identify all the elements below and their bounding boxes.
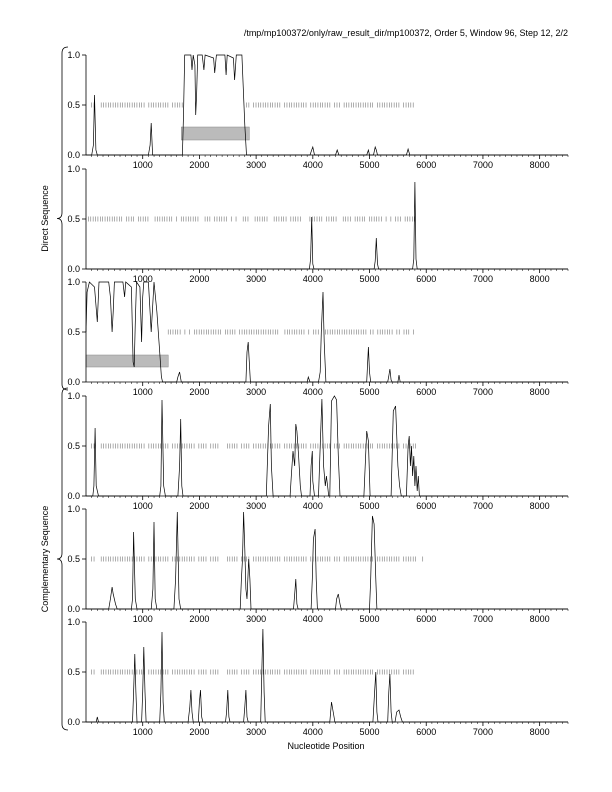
y-tick-label: 0.0 [67,717,80,727]
chart-panel-2: 0.0 0.5 1.0 1000 2000 3000 4000 5000 6000 7000 800… [67,164,569,284]
x-tick-label: 2000 [189,501,209,511]
highlight-box [85,354,169,368]
x-tick-label: 8000 [530,614,550,624]
x-axis-title: Nucleotide Position [287,741,364,751]
x-tick-label: 2000 [189,160,209,170]
x-tick-label: 4000 [303,501,323,511]
y-tick-label: 0.5 [67,327,80,337]
x-tick-label: 3000 [246,501,266,511]
chart-panel-1: 0.0 0.5 1.0 1000 2000 3000 4000 5000 6000 7000 800… [67,50,569,170]
series-line [86,511,568,610]
highlight-box [181,126,250,141]
marker-ticks [91,102,414,108]
y-tick-label: 0.0 [67,264,80,274]
x-tick-label: 5000 [360,614,380,624]
y-tick-label: 0.5 [67,441,80,451]
group-bracket-2: Complementary Sequence [40,387,69,731]
y-tick-label: 1.0 [67,277,80,287]
y-tick-label: 0.5 [67,214,80,224]
x-tick-label: 1000 [133,614,153,624]
x-tick-label: 7000 [473,387,493,397]
y-tick-label: 1.0 [67,164,80,174]
series-line [86,54,568,156]
x-tick-label: 3000 [246,387,266,397]
y-tick-label: 0.5 [67,667,80,677]
group-label: Direct Sequence [40,185,50,252]
group-bracket-1: Direct Sequence [40,46,69,391]
marker-ticks [88,216,415,222]
chart-panel-3: 0.0 0.5 1.0 1000 2000 3000 4000 5000 6000 7000 800… [67,277,569,397]
x-tick-label: 5000 [360,274,380,284]
page-title: /tmp/mp100372/only/raw_result_dir/mp1003… [243,28,568,38]
group-label: Complementary Sequence [40,506,50,613]
chart-panel-6: 0.0 0.5 1.0 1000 2000 3000 4000 5000 6000 7000 800… [67,617,569,737]
bracket-line [56,46,69,391]
x-tick-label: 6000 [416,501,436,511]
x-tick-label: 4000 [303,387,323,397]
x-tick-label: 3000 [246,727,266,737]
x-tick-label: 5000 [360,501,380,511]
x-tick-label: 6000 [416,387,436,397]
x-tick-label: 2000 [189,727,209,737]
x-tick-label: 8000 [530,501,550,511]
marker-ticks [91,669,414,675]
chart-panel-5: 0.0 0.5 1.0 1000 2000 3000 4000 5000 6000 7000 800… [67,504,569,624]
marker-ticks [167,329,414,335]
x-tick-label: 8000 [530,727,550,737]
x-tick-label: 6000 [416,614,436,624]
x-tick-label: 2000 [189,274,209,284]
x-tick-label: 8000 [530,274,550,284]
x-tick-label: 1000 [133,501,153,511]
x-tick-label: 3000 [246,614,266,624]
y-tick-label: 1.0 [67,504,80,514]
x-tick-label: 1000 [133,160,153,170]
x-tick-label: 7000 [473,274,493,284]
x-tick-label: 1000 [133,274,153,284]
group-brackets: Direct Sequence Complementary Sequence [40,46,69,731]
y-tick-label: 0.0 [67,150,80,160]
x-tick-label: 5000 [360,727,380,737]
x-tick-label: 6000 [416,160,436,170]
x-tick-label: 4000 [303,160,323,170]
x-tick-label: 7000 [473,160,493,170]
y-tick-label: 0.0 [67,491,80,501]
y-tick-label: 0.5 [67,100,80,110]
x-tick-label: 5000 [360,160,380,170]
y-tick-label: 0.0 [67,377,80,387]
y-tick-label: 1.0 [67,617,80,627]
marker-ticks [91,443,416,449]
x-tick-label: 2000 [189,614,209,624]
series-line [86,181,568,270]
y-tick-label: 1.0 [67,50,80,60]
x-tick-label: 7000 [473,727,493,737]
chart-panel-4: 0.0 0.5 1.0 1000 2000 3000 4000 5000 6000 7000 800… [67,391,569,511]
bracket-line [56,387,69,731]
series-line [86,628,568,723]
y-tick-label: 0.0 [67,604,80,614]
x-tick-label: 3000 [246,160,266,170]
series-line [86,395,568,497]
panels-layer: 0.0 0.5 1.0 1000 2000 3000 4000 5000 6000 7000 800… [67,50,569,737]
x-tick-label: 6000 [416,727,436,737]
x-tick-label: 4000 [303,274,323,284]
x-tick-label: 4000 [303,614,323,624]
x-tick-label: 6000 [416,274,436,284]
y-tick-label: 1.0 [67,391,80,401]
x-tick-label: 8000 [530,387,550,397]
x-tick-label: 8000 [530,160,550,170]
y-tick-label: 0.5 [67,554,80,564]
x-tick-label: 7000 [473,614,493,624]
x-tick-label: 3000 [246,274,266,284]
x-tick-label: 1000 [133,727,153,737]
x-tick-label: 5000 [360,387,380,397]
marker-ticks [91,556,424,562]
x-tick-label: 2000 [189,387,209,397]
x-tick-label: 7000 [473,501,493,511]
x-tick-label: 1000 [133,387,153,397]
x-tick-label: 4000 [303,727,323,737]
